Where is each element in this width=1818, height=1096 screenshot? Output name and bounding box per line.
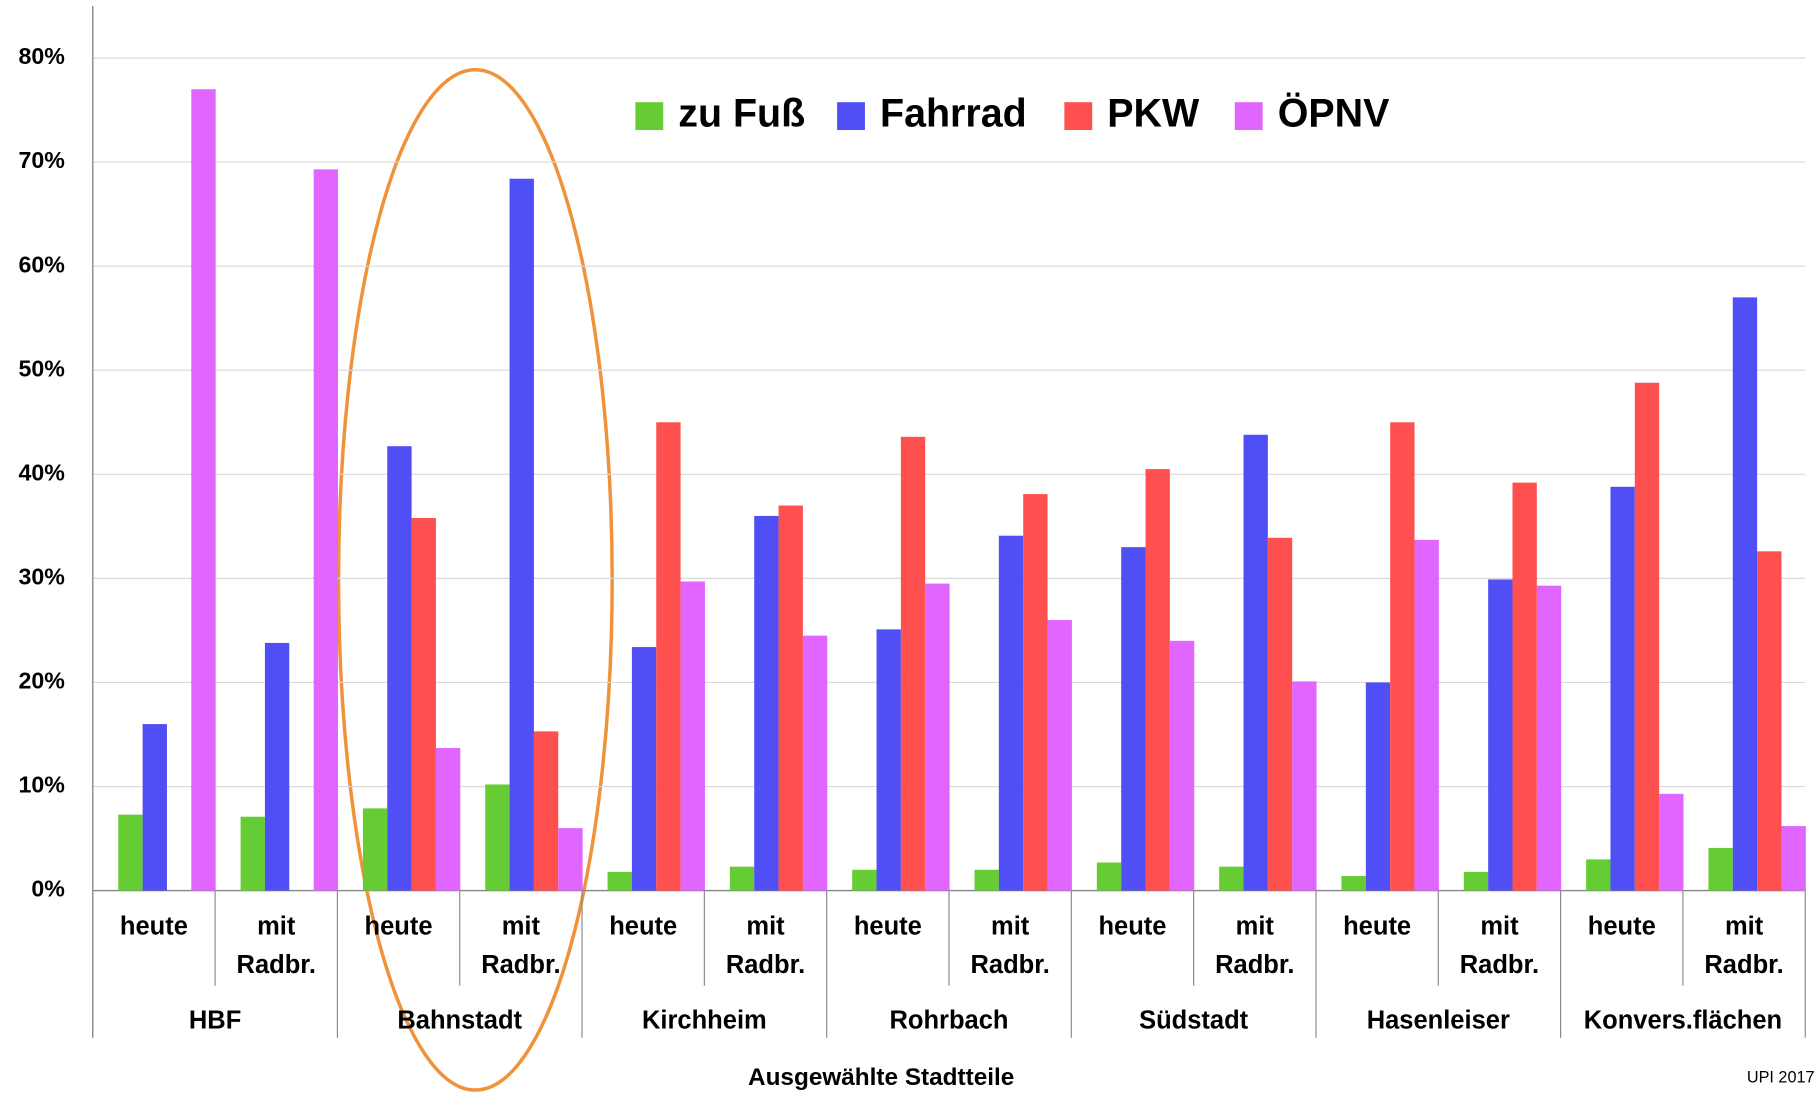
bar <box>191 89 216 891</box>
bar <box>1781 826 1806 891</box>
y-tick-label: 0% <box>31 876 65 902</box>
bar <box>240 816 265 891</box>
highlight-ellipse <box>336 67 614 1092</box>
bar <box>313 169 338 891</box>
bar <box>974 869 999 891</box>
x-tick-label: mit Radbr. <box>237 912 316 978</box>
bar <box>533 731 559 891</box>
bar <box>1732 297 1758 891</box>
bar <box>1463 871 1489 891</box>
group-label: Kirchheim <box>642 1006 767 1034</box>
group-label: HBF <box>189 1006 241 1034</box>
bar <box>900 436 926 891</box>
x-tick-label: heute <box>365 912 433 940</box>
bar <box>656 422 681 891</box>
bar <box>778 505 803 891</box>
legend-swatch <box>1234 102 1263 131</box>
bar <box>264 642 290 891</box>
bar <box>1169 640 1195 891</box>
group-label: Südstadt <box>1139 1006 1249 1034</box>
bar <box>362 808 388 891</box>
credit: UPI 2017 <box>1747 1069 1815 1087</box>
group-label: Konvers.flächen <box>1584 1006 1782 1034</box>
x-tick-label: heute <box>1098 912 1166 940</box>
x-tick-label: mit Radbr. <box>726 912 805 978</box>
y-tick-label: 70% <box>19 147 65 173</box>
bar <box>680 581 705 891</box>
bar <box>1414 539 1439 891</box>
x-tick-label: heute <box>1588 912 1656 940</box>
bar <box>1586 859 1611 891</box>
bar <box>876 629 901 891</box>
bar <box>1023 494 1048 891</box>
y-tick-label: 60% <box>19 251 65 277</box>
bar <box>1512 482 1537 891</box>
x-tick-label: mit Radbr. <box>1704 912 1783 978</box>
bar <box>998 535 1024 891</box>
bar <box>1121 547 1146 891</box>
bar <box>1659 793 1684 891</box>
x-tick-label: heute <box>120 912 188 940</box>
legend-label: ÖPNV <box>1278 92 1390 136</box>
bar <box>729 866 755 891</box>
x-tick-label: heute <box>609 912 677 940</box>
bar <box>1634 382 1660 891</box>
x-axis-label: Ausgewählte Stadtteile <box>748 1064 1014 1091</box>
bar <box>485 784 510 891</box>
bar <box>1708 847 1733 891</box>
bar <box>607 871 632 891</box>
bar <box>509 178 534 891</box>
bar <box>802 635 828 891</box>
legend-swatch <box>837 102 865 131</box>
bar <box>1047 620 1072 891</box>
bar <box>118 814 143 891</box>
legend-label: zu Fuß <box>678 92 805 136</box>
x-tick-label: heute <box>1343 912 1411 940</box>
bar <box>1096 862 1122 891</box>
x-tick-label: mit Radbr. <box>1215 912 1294 978</box>
bar <box>1610 486 1635 891</box>
legend-swatch <box>1064 102 1093 131</box>
y-tick-label: 50% <box>19 355 65 381</box>
legend-label: Fahrrad <box>880 92 1027 136</box>
bar <box>142 724 167 891</box>
bar <box>852 869 877 891</box>
bar <box>1219 866 1244 891</box>
group-label: Rohrbach <box>889 1006 1008 1034</box>
bar <box>1243 434 1268 891</box>
x-tick-label: mit Radbr. <box>970 912 1049 978</box>
bar <box>1365 682 1391 891</box>
x-tick-label: mit Radbr. <box>1460 912 1539 978</box>
group-label: Bahnstadt <box>397 1006 522 1034</box>
bar <box>387 446 412 891</box>
y-tick-label: 80% <box>19 43 65 69</box>
bar <box>754 515 779 891</box>
bar <box>1341 876 1366 891</box>
bar <box>1145 469 1170 891</box>
bar <box>1488 579 1513 891</box>
group-label: Hasenleiser <box>1367 1006 1510 1034</box>
bar <box>1757 551 1782 891</box>
bar <box>558 828 583 891</box>
legend-label: PKW <box>1107 92 1200 136</box>
y-tick-label: 40% <box>19 459 65 485</box>
legend-swatch <box>635 102 664 131</box>
bar <box>435 748 461 891</box>
x-tick-label: heute <box>854 912 922 940</box>
y-tick-label: 10% <box>19 772 65 798</box>
bar <box>925 583 950 891</box>
y-tick-label: 30% <box>19 564 65 590</box>
bar <box>1267 537 1293 891</box>
x-tick-label: mit Radbr. <box>481 912 560 978</box>
bar <box>1292 681 1317 891</box>
bar <box>1536 585 1562 891</box>
bar <box>411 518 436 891</box>
bar <box>1390 422 1415 891</box>
bar <box>631 647 657 891</box>
y-tick-label: 20% <box>19 668 65 694</box>
